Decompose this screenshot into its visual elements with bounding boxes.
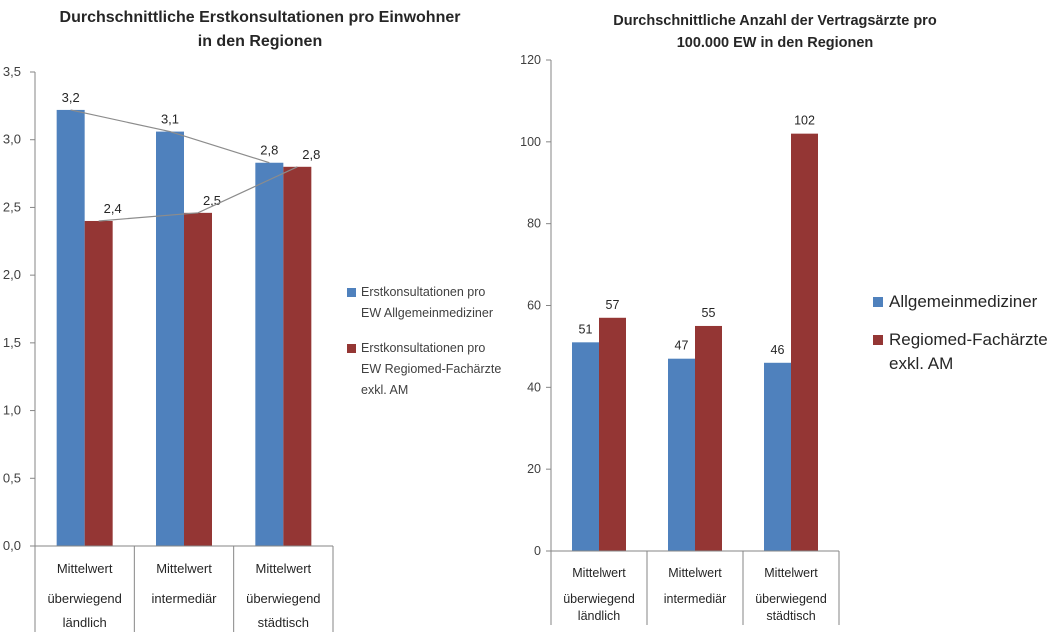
- y-tick-label: 1,5: [3, 335, 21, 350]
- chart-title: Durchschnittliche Anzahl der Vertragsärz…: [550, 10, 1000, 54]
- chart-title: Durchschnittliche Erstkonsultationen pro…: [30, 6, 490, 54]
- physicians-chart: Durchschnittliche Anzahl der Vertragsärz…: [490, 0, 1058, 633]
- y-tick-label: 80: [527, 217, 541, 231]
- data-label: 55: [702, 306, 716, 320]
- y-tick-label: 60: [527, 299, 541, 313]
- consultations-plot: 0,0 0,5 1,0 1,5 2,0 2,5 3,0 3,5 3,2 2,4 3,1 2,5 2,8 2…: [3, 64, 334, 632]
- bar-allgemeinmediziner: [255, 162, 284, 547]
- legend-label: EW Allgemeinmediziner: [361, 306, 493, 320]
- y-tick-label: 120: [520, 53, 541, 67]
- legend-swatch-red: [347, 344, 356, 353]
- bar-regiomed: [184, 212, 212, 547]
- chart-title-line: Durchschnittliche Erstkonsultationen pro…: [59, 9, 461, 26]
- trend-line: [70, 109, 270, 164]
- chart-legend: Allgemeinmediziner Regiomed-Fachärzte ex…: [873, 290, 1058, 390]
- legend-swatch-red: [873, 335, 883, 345]
- y-tick-label: 3,5: [3, 64, 21, 79]
- y-tick-label: 2,0: [3, 267, 21, 282]
- legend-swatch-blue: [347, 288, 356, 297]
- x-category-label: überwiegend: [755, 592, 827, 606]
- y-tick-label: 1,0: [3, 403, 21, 418]
- x-category-label: Mittelwert: [57, 561, 113, 576]
- legend-label: Erstkonsultationen pro: [361, 341, 486, 355]
- x-category-label: Mittelwert: [256, 561, 312, 576]
- bar-regiomed: [791, 133, 818, 551]
- data-label: 2,8: [260, 143, 278, 158]
- legend-label: Regiomed-Fachärzte: [889, 330, 1048, 349]
- data-label: 57: [606, 298, 620, 312]
- bar-regiomed: [599, 317, 626, 551]
- trend-line: [98, 166, 298, 222]
- chart-legend: Erstkonsultationen pro EW Allgemeinmediz…: [347, 282, 527, 415]
- y-tick-label: 2,5: [3, 199, 21, 214]
- bar-regiomed: [695, 325, 722, 551]
- bar-allgemeinmediziner: [156, 131, 184, 547]
- legend-item-regiomed: Erstkonsultationen pro EW Regiomed-Fachä…: [347, 338, 527, 401]
- chart-title-line: Durchschnittliche Anzahl der Vertragsärz…: [613, 13, 937, 29]
- x-category-label: intermediär: [664, 592, 727, 606]
- legend-label: exkl. AM: [889, 354, 954, 373]
- y-tick-label: 40: [527, 380, 541, 394]
- x-category-label: überwiegend: [246, 591, 320, 606]
- x-category-label: Mittelwert: [668, 566, 722, 580]
- physicians-plot: 0 20 40 60 80 100 120 51 57 47 55 46 102 Mittelwert üb…: [520, 53, 840, 625]
- chart-title-line: in den Regionen: [197, 33, 323, 50]
- legend-label: Erstkonsultationen pro: [361, 285, 486, 299]
- chart-title-line: 100.000 EW in den Regionen: [676, 35, 874, 51]
- x-category-label: städtisch: [258, 615, 309, 630]
- bar-regiomed: [84, 220, 113, 546]
- data-label: 2,8: [302, 147, 320, 162]
- bar-allgemeinmediziner: [668, 358, 695, 551]
- y-tick-label: 0,5: [3, 470, 21, 485]
- data-label: 51: [579, 322, 593, 336]
- x-category-label: überwiegend: [47, 591, 121, 606]
- bar-allgemeinmediziner: [764, 362, 791, 551]
- legend-label: EW Regiomed-Fachärzte: [361, 362, 502, 376]
- x-category-label: Mittelwert: [764, 566, 818, 580]
- legend-label: exkl. AM: [361, 383, 409, 397]
- legend-item-regiomed: Regiomed-Fachärzte exkl. AM: [873, 328, 1058, 376]
- bar-allgemeinmediziner: [56, 109, 85, 547]
- data-label: 47: [675, 339, 689, 353]
- y-tick-label: 20: [527, 462, 541, 476]
- legend-item-allgemeinmediziner: Allgemeinmediziner: [873, 290, 1058, 314]
- y-tick-label: 0,0: [3, 538, 21, 553]
- x-category-label: städtisch: [766, 609, 815, 623]
- data-label: 46: [771, 343, 785, 357]
- x-category-label: Mittelwert: [572, 566, 626, 580]
- data-label: 102: [794, 114, 815, 128]
- y-tick-label: 100: [520, 135, 541, 149]
- data-label: 3,1: [161, 112, 179, 127]
- data-label: 2,5: [203, 193, 221, 208]
- consultations-chart: Durchschnittliche Erstkonsultationen pro…: [3, 6, 527, 632]
- data-label: 3,2: [62, 90, 80, 105]
- legend-item-allgemeinmediziner: Erstkonsultationen pro EW Allgemeinmediz…: [347, 282, 527, 324]
- legend-swatch-blue: [873, 297, 883, 307]
- y-tick-label: 0: [534, 544, 541, 558]
- bar-regiomed: [283, 166, 312, 547]
- x-category-label: ländlich: [578, 609, 620, 623]
- data-label: 2,4: [104, 201, 122, 216]
- legend-label: Allgemeinmediziner: [889, 292, 1038, 311]
- bar-allgemeinmediziner: [572, 342, 599, 551]
- x-category-label: intermediär: [151, 591, 217, 606]
- x-category-label: ländlich: [63, 615, 107, 630]
- x-category-label: Mittelwert: [156, 561, 212, 576]
- x-category-label: überwiegend: [563, 592, 635, 606]
- y-tick-label: 3,0: [3, 132, 21, 147]
